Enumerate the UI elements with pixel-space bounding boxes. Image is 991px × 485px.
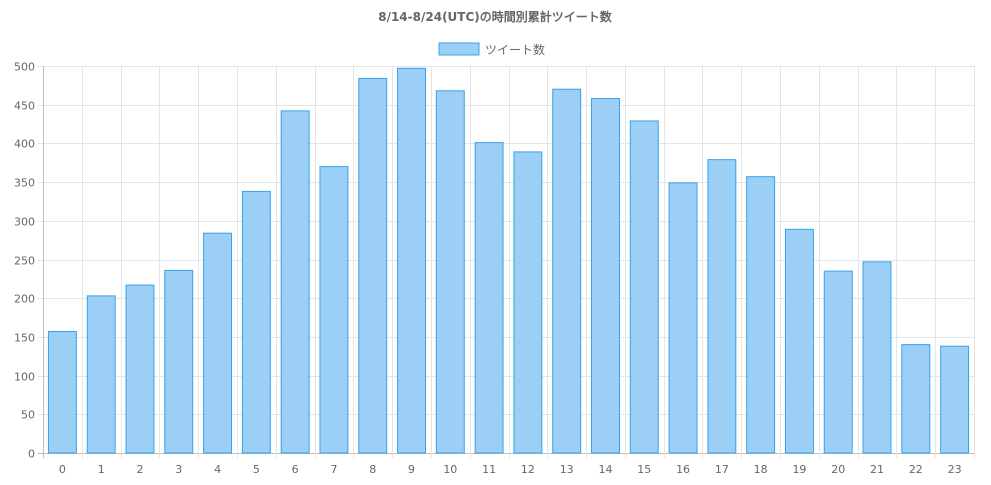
x-tick-label: 17 — [715, 463, 729, 476]
y-tick-label: 250 — [14, 255, 35, 268]
y-tick-label: 500 — [14, 61, 35, 74]
bar-20[interactable] — [823, 270, 853, 454]
x-tick-label: 21 — [870, 463, 884, 476]
bar-2[interactable] — [125, 284, 155, 454]
x-tick-label: 0 — [59, 463, 66, 476]
x-tick-label: 2 — [136, 463, 143, 476]
bar-16[interactable] — [668, 182, 698, 454]
x-tick-label: 22 — [909, 463, 923, 476]
y-tick-label: 300 — [14, 216, 35, 229]
x-tick-label: 8 — [369, 463, 376, 476]
grid — [38, 66, 975, 458]
bar-17[interactable] — [707, 159, 737, 454]
x-tick-label: 12 — [521, 463, 535, 476]
x-tick-label: 5 — [253, 463, 260, 476]
bar-3[interactable] — [164, 269, 194, 454]
x-tick-label: 14 — [598, 463, 612, 476]
bars — [47, 67, 970, 454]
bar-9[interactable] — [397, 67, 426, 454]
y-tick-label: 200 — [14, 293, 35, 306]
y-tick-label: 350 — [14, 177, 35, 190]
x-tick-label: 19 — [792, 463, 806, 476]
x-tick-label: 11 — [482, 463, 496, 476]
bar-18[interactable] — [746, 176, 776, 454]
bar-13[interactable] — [552, 88, 582, 454]
bar-7[interactable] — [319, 166, 349, 454]
x-tick-label: 10 — [443, 463, 457, 476]
bar-19[interactable] — [784, 228, 814, 454]
y-tick-label: 0 — [28, 448, 35, 461]
bar-0[interactable] — [47, 330, 77, 454]
bar-8[interactable] — [358, 77, 388, 454]
y-axis-ticks: 0 50 100 150 200 250 300 350 400 450 500 — [14, 61, 35, 461]
bar-6[interactable] — [280, 110, 310, 454]
y-tick-label: 150 — [14, 332, 35, 345]
y-tick-label: 50 — [21, 409, 35, 422]
bar-4[interactable] — [203, 232, 233, 454]
chart-title: 8/14-8/24(UTC)の時間別累計ツイート数 — [378, 9, 613, 24]
bar-15[interactable] — [629, 120, 659, 454]
bar-5[interactable] — [241, 190, 271, 454]
legend-label: ツイート数 — [485, 42, 545, 57]
y-tick-label: 400 — [14, 138, 35, 151]
legend-swatch — [438, 42, 480, 56]
x-tick-label: 6 — [292, 463, 299, 476]
bar-1[interactable] — [86, 295, 116, 454]
x-axis-ticks: 0 1 2 3 4 5 6 7 8 9 10 11 12 13 14 15 16 17 18 19 20 21 22 23 — [59, 463, 962, 476]
x-tick-label: 20 — [831, 463, 845, 476]
bar-12[interactable] — [513, 151, 543, 454]
x-tick-label: 18 — [754, 463, 768, 476]
y-tick-label: 100 — [14, 371, 35, 384]
bar-21[interactable] — [862, 261, 892, 454]
x-tick-label: 16 — [676, 463, 690, 476]
bar-11[interactable] — [474, 142, 504, 454]
y-tick-label: 450 — [14, 100, 35, 113]
x-tick-label: 9 — [408, 463, 415, 476]
x-tick-label: 3 — [175, 463, 182, 476]
x-tick-label: 15 — [637, 463, 651, 476]
bar-23[interactable] — [940, 345, 970, 454]
legend[interactable]: ツイート数 — [438, 42, 545, 57]
bar-14[interactable] — [591, 98, 620, 454]
x-tick-label: 13 — [560, 463, 574, 476]
x-tick-label: 7 — [330, 463, 337, 476]
x-tick-label: 23 — [948, 463, 962, 476]
bar-10[interactable] — [435, 90, 465, 454]
x-tick-label: 1 — [98, 463, 105, 476]
bar-22[interactable] — [901, 344, 931, 454]
x-tick-label: 4 — [214, 463, 221, 476]
